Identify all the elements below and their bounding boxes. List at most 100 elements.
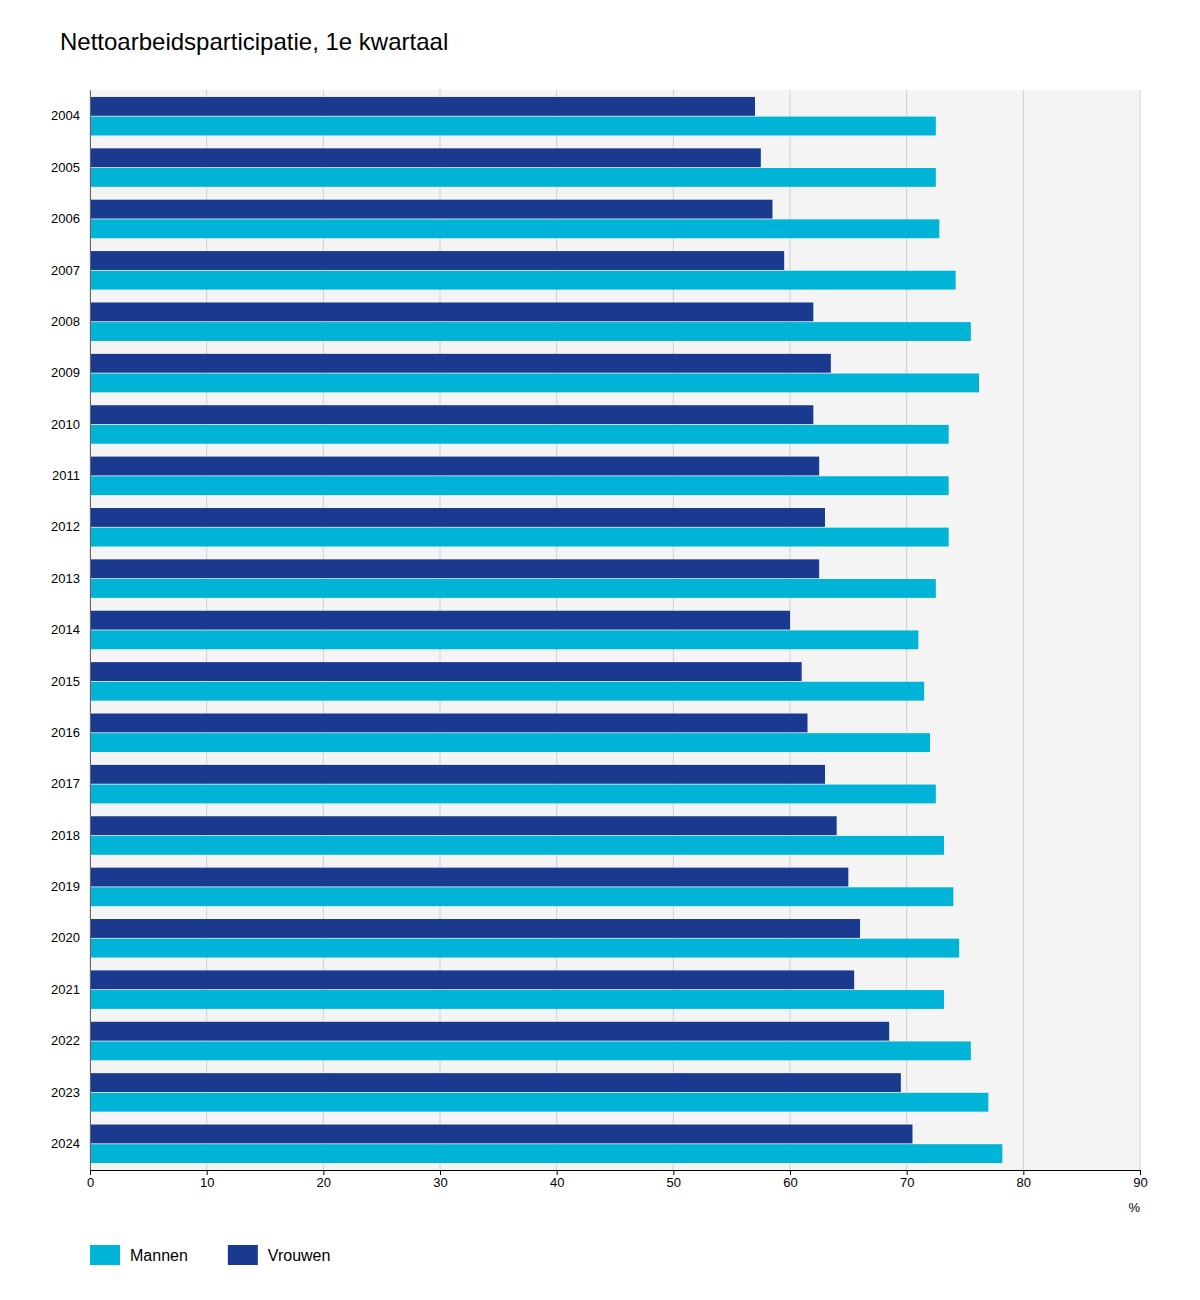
legend-label: Mannen [130,1247,188,1264]
tick-label: 2004 [51,108,80,123]
tick-label: 2013 [51,571,80,586]
tick: 2021 [51,982,90,997]
bar [90,322,971,341]
bar-series [90,117,1002,1163]
bar [90,476,949,495]
axis-line [90,91,91,1171]
legend-label: Vrouwen [268,1247,331,1264]
tick-label: 2009 [51,365,80,380]
tick: 2014 [51,622,90,637]
tick-label: 2021 [51,982,80,997]
bar [90,405,813,424]
tick: 2022 [51,1033,90,1048]
tick-label: 2019 [51,879,80,894]
bar [90,559,819,578]
bar [90,168,936,187]
bar [90,970,854,989]
tick-label: 10 [200,1175,214,1190]
bar [90,354,831,373]
tick: 2009 [51,365,90,380]
tick-label: 2012 [51,519,80,534]
bar [90,1093,988,1112]
tick-label: 20 [317,1175,331,1190]
bars [90,97,1002,1163]
axis-line [91,1171,1141,1176]
tick: 2019 [51,879,90,894]
tick-label: 2017 [51,776,80,791]
tick-label: 2006 [51,211,80,226]
bar [90,457,819,476]
tick: 2015 [51,674,90,689]
bar [90,117,936,136]
tick-label: 0 [87,1175,94,1190]
tick: 50 [667,1170,681,1190]
tick: 80 [1017,1170,1031,1190]
bar [90,733,930,752]
tick: 2011 [52,468,90,483]
plot-background [90,90,1140,1170]
bar [90,1041,971,1060]
bar [90,887,953,906]
tick-label: 2008 [51,314,80,329]
tick: 20 [317,1170,331,1190]
bar [90,836,944,855]
title: Nettoarbeidsparticipatie, 1e kwartaal [60,28,448,55]
tick-label: 70 [900,1175,914,1190]
bar [90,816,837,835]
tick: 2008 [51,314,90,329]
tick: 60 [783,1170,797,1190]
axis-title: % [1128,1200,1140,1215]
grid-line [1140,90,1141,1170]
bar [90,373,979,392]
tick: 2007 [51,263,90,278]
bar [90,579,936,598]
tick: 2004 [51,108,90,123]
tick: 2018 [51,828,90,843]
tick-label: 2014 [51,622,80,637]
tick-label: 50 [667,1175,681,1190]
bar [90,919,860,938]
bar [90,97,755,116]
legend-item: Vrouwen [228,1245,331,1265]
legend-item: Mannen [90,1245,188,1265]
tick: 70 [900,1170,914,1190]
tick-label: 60 [783,1175,797,1190]
tick: 30 [433,1170,447,1190]
y-axis: 2004 2005 2006 2007 2008 2009 2010 2011 2012 2013… [51,91,90,1171]
tick-label: 2007 [51,263,80,278]
bar [90,662,802,681]
tick-label: 2010 [51,417,80,432]
legend: Mannen Vrouwen [90,1245,330,1265]
bar [90,1125,913,1144]
tick: 0 [87,1170,94,1190]
grid-line [1023,90,1024,1170]
tick-label: 2018 [51,828,80,843]
bar [90,990,944,1009]
bar [90,1022,889,1041]
bar [90,939,959,958]
tick-label: 2011 [52,468,80,483]
tick: 2010 [51,417,90,432]
bar [90,251,784,270]
tick: 2006 [51,211,90,226]
tick-label: 2005 [51,160,80,175]
tick-label: 80 [1017,1175,1031,1190]
tick: 2017 [51,776,90,791]
tick: 40 [550,1170,564,1190]
bar [90,1073,901,1092]
tick: 2020 [51,930,90,945]
tick: 2012 [51,519,90,534]
bar [90,219,939,238]
tick: 10 [200,1170,214,1190]
bar [90,630,918,649]
bar [90,425,949,444]
bar [90,868,848,887]
bar [90,765,825,784]
legend-swatch [90,1245,120,1265]
bar [90,682,924,701]
bar [90,271,956,290]
bar [90,714,808,733]
bar [90,528,949,547]
grid-line [90,90,91,1170]
bar [90,508,825,527]
